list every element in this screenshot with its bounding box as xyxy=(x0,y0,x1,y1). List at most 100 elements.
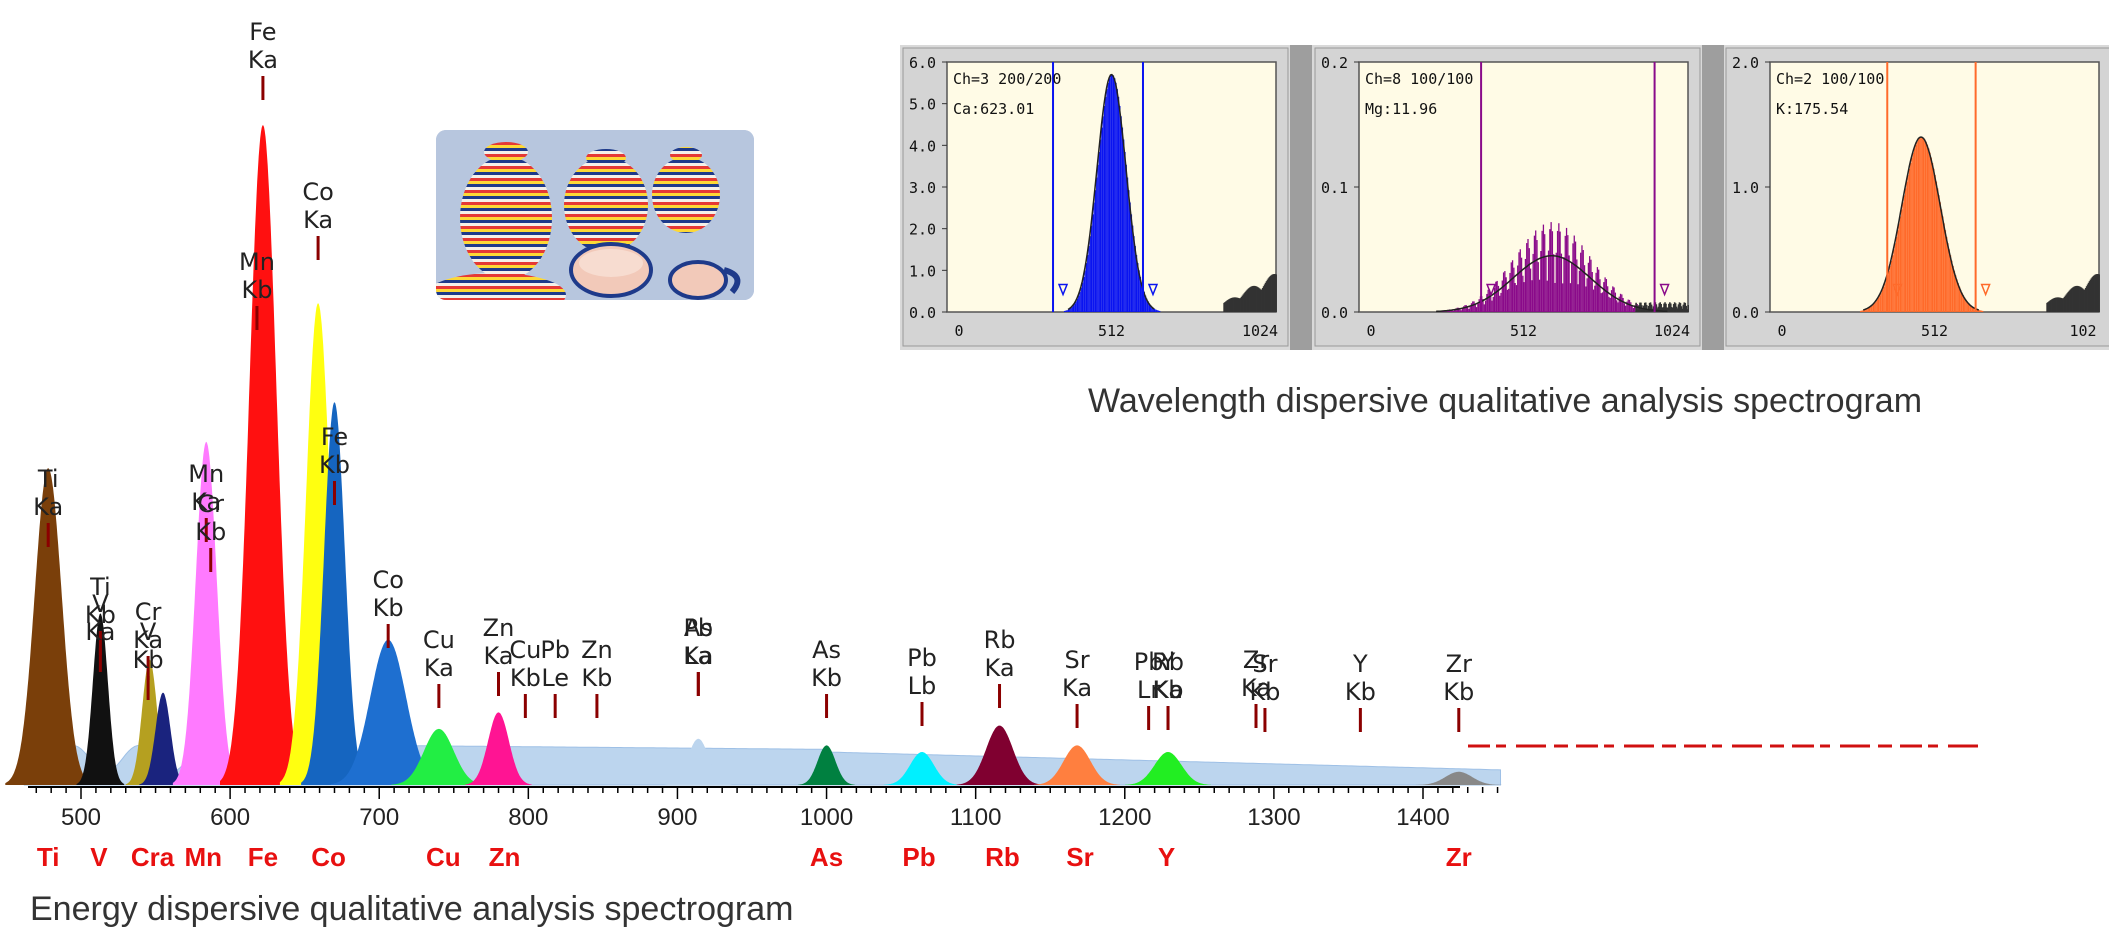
wds-background-bar xyxy=(1235,297,1238,312)
wds-bar xyxy=(1625,305,1627,312)
peak-label-line: Ka xyxy=(303,206,333,234)
wds-bar xyxy=(1587,262,1590,312)
wds-background-bar xyxy=(1667,307,1669,312)
wds-caption: Wavelength dispersive qualitative analys… xyxy=(1088,382,1923,420)
wds-bar xyxy=(1619,293,1622,312)
wds-bar xyxy=(1970,305,1972,312)
wds-y-tick-label: 1.0 xyxy=(1732,179,1759,197)
peak-co-kb xyxy=(330,639,446,785)
wds-background-bar xyxy=(1266,279,1269,312)
wds-bar xyxy=(1101,127,1103,312)
wds-background-bar xyxy=(2050,299,2052,312)
wds-bar xyxy=(1505,277,1507,312)
wds-background-bar xyxy=(2087,282,2090,312)
wds-bar xyxy=(1594,285,1596,312)
wds-bar xyxy=(1897,230,1899,312)
wds-bar xyxy=(1076,298,1079,312)
wds-background-bar xyxy=(2095,274,2098,312)
wds-bar xyxy=(1517,265,1519,312)
wds-background-bar xyxy=(1248,287,1250,312)
wds-bar xyxy=(1117,96,1120,313)
wds-marker-triangle xyxy=(1980,283,1991,297)
peak-label-line: Ka xyxy=(683,642,713,670)
wds-bar xyxy=(1889,265,1891,312)
wds-bar xyxy=(1470,303,1473,312)
wds-bar xyxy=(1957,283,1959,312)
peak-ti-ka xyxy=(5,468,92,785)
peak-label-line: Lr xyxy=(1137,676,1160,704)
peak-label-v-kb: VKb xyxy=(133,618,164,700)
wds-background-bar xyxy=(1681,308,1684,312)
peak-label-element: Zr xyxy=(1243,646,1269,674)
wds-bar xyxy=(1495,281,1497,312)
wds-background-bar xyxy=(1237,298,1240,312)
peak-label-line: Kb xyxy=(241,276,272,304)
wds-bar xyxy=(1150,305,1152,312)
wds-bar xyxy=(1112,75,1115,312)
peak-label-element: Mn xyxy=(239,248,275,276)
wds-bar xyxy=(1948,249,1950,312)
wds-bar xyxy=(1103,105,1106,312)
wds-background-bar xyxy=(1677,304,1680,312)
wds-bar xyxy=(1146,298,1148,312)
wds-background-bar xyxy=(2064,295,2067,312)
wds-bar xyxy=(1934,175,1936,312)
peak-label-line: Kb xyxy=(373,594,404,622)
wds-bar xyxy=(1908,168,1911,312)
wds-background-bar xyxy=(1686,309,1688,312)
element-label-v: V xyxy=(90,842,108,872)
wds-bar xyxy=(1079,291,1081,312)
wds-bar xyxy=(1499,295,1501,312)
wds-bar xyxy=(1861,310,1863,312)
wds-bar xyxy=(1585,286,1587,312)
wds-bar xyxy=(1119,105,1121,312)
wds-x-tick-label: 0 xyxy=(954,322,963,340)
wds-bar xyxy=(1461,308,1464,312)
wds-bar xyxy=(1567,235,1569,312)
wds-background-bar xyxy=(2054,297,2056,312)
wds-bar xyxy=(1515,285,1518,312)
wds-background-bar xyxy=(1668,303,1670,312)
wds-bar xyxy=(1156,310,1158,312)
wds-bar xyxy=(1870,306,1872,312)
wds-background-bar xyxy=(1674,303,1677,312)
peak-label-line: Kb xyxy=(1443,678,1474,706)
wds-bar xyxy=(1125,164,1127,312)
wds-bar xyxy=(1477,303,1479,312)
wds-background-bar xyxy=(1251,286,1253,312)
wds-bar xyxy=(1455,308,1457,312)
peak-pb-lb xyxy=(883,752,961,785)
peak-label-element: Co xyxy=(302,178,333,206)
peak-label-element: Fe xyxy=(249,18,276,46)
wds-bar xyxy=(1555,252,1557,312)
wds-background-bar xyxy=(1270,275,1273,312)
wds-bar xyxy=(1582,250,1584,312)
wds-background-bar xyxy=(2081,288,2084,312)
wds-background-bar xyxy=(2078,286,2080,312)
element-label-as: As xyxy=(810,842,843,872)
wds-y-tick-label: 0.1 xyxy=(1321,179,1348,197)
wds-bar xyxy=(1518,252,1520,312)
wds-bar xyxy=(1888,270,1890,312)
wds-bar xyxy=(1102,116,1104,312)
wds-background-bar xyxy=(2061,298,2064,312)
element-label-zn: Zn xyxy=(489,842,521,872)
wds-bar xyxy=(1510,262,1512,312)
peak-label-element: As xyxy=(812,636,841,664)
wds-bar xyxy=(1599,279,1601,312)
wds-bar xyxy=(1877,297,1880,312)
ceramics-illustration xyxy=(436,130,754,300)
wds-background-bar xyxy=(1243,293,1246,312)
energy-dispersive-element-row: Ti V Cra Mn Fe Co Cu Zn As Pb Rb Sr Y Zr xyxy=(37,842,1472,872)
wds-bar xyxy=(1603,282,1605,312)
x-tick-label: 1200 xyxy=(1098,804,1151,831)
wds-bar xyxy=(1466,306,1469,312)
wds-bar xyxy=(1157,310,1160,312)
peak-label-element: Sr xyxy=(1065,646,1090,674)
wds-background-bar xyxy=(1661,307,1663,312)
